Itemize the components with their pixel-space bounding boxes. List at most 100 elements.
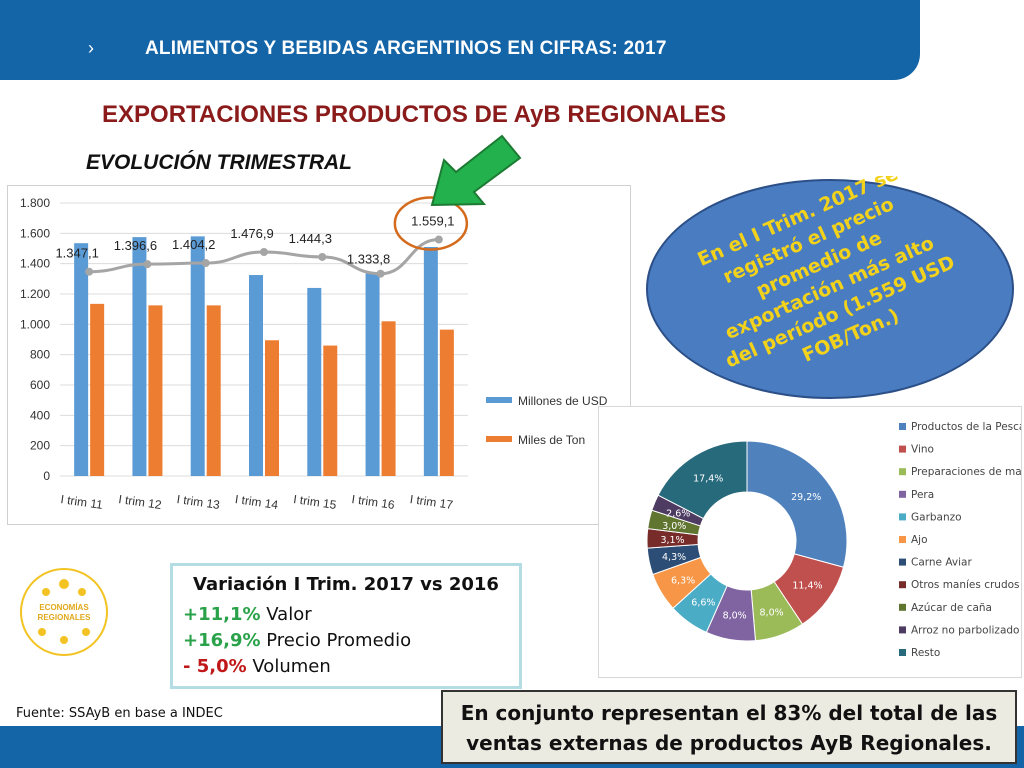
data-label: 1.333,8 bbox=[347, 252, 390, 267]
bar-chart-frame: 0 200 400 600 800 1.000 1.200 1.400 1.600 1.800 I … bbox=[7, 185, 631, 525]
slice-label: 3,1% bbox=[660, 535, 684, 546]
legend-label: Resto bbox=[911, 647, 940, 659]
data-label: 1.476,9 bbox=[230, 226, 273, 241]
legend-swatch bbox=[899, 603, 906, 611]
economias-regionales-logo: ECONOMÍAS REGIONALES bbox=[20, 568, 108, 656]
slice-label: 8,0% bbox=[723, 610, 747, 621]
x-tick-label: I trim 16 bbox=[351, 492, 396, 512]
variation-value: +11,1% bbox=[183, 604, 261, 625]
arrow-icon bbox=[430, 134, 522, 207]
slice-label: 2,6% bbox=[666, 508, 690, 519]
data-label: 1.396,6 bbox=[114, 238, 157, 253]
legend-swatch-ton bbox=[486, 436, 512, 442]
x-tick-label: I trim 15 bbox=[292, 492, 337, 512]
summary-box: En conjunto representan el 83% del total… bbox=[441, 690, 1017, 764]
x-tick-label: I trim 12 bbox=[118, 492, 163, 512]
price-point bbox=[318, 252, 327, 261]
slice-label: 17,4% bbox=[693, 473, 723, 484]
bar-ton bbox=[323, 345, 338, 476]
y-tick-label: 200 bbox=[30, 439, 50, 453]
donut-chart: 29,2% 11,4% 8,0% 8,0% 6,6% 6,3% 4,3% 3,1% 3,0% 2,… bbox=[646, 421, 1024, 659]
bar-ton bbox=[439, 329, 454, 476]
legend-swatch-usd bbox=[486, 397, 512, 403]
legend-label: Otros maníes crudos bbox=[911, 579, 1020, 591]
legend-label: Millones de USD bbox=[518, 394, 608, 408]
legend-swatch bbox=[899, 468, 906, 476]
bar-usd bbox=[249, 275, 263, 476]
variation-value: +16,9% bbox=[183, 630, 261, 651]
variation-value: - 5,0% bbox=[183, 656, 247, 677]
logo-text: ECONOMÍAS bbox=[39, 603, 89, 612]
bar-ton bbox=[90, 303, 105, 476]
bar-ton bbox=[265, 340, 279, 476]
header-title: ALIMENTOS Y BEBIDAS ARGENTINOS EN CIFRAS… bbox=[145, 38, 667, 59]
y-tick-label: 1.200 bbox=[20, 287, 50, 301]
legend-label: Pera bbox=[911, 489, 934, 501]
sub-title: EVOLUCIÓN TRIMESTRAL bbox=[86, 151, 352, 174]
variation-label: Volumen bbox=[246, 656, 331, 677]
bar-ton bbox=[148, 305, 163, 476]
bar-ton bbox=[381, 321, 396, 476]
summary-line: ventas externas de productos AyB Regiona… bbox=[466, 731, 992, 755]
y-tick-label: 400 bbox=[30, 408, 50, 422]
data-label: 1.559,1 bbox=[411, 214, 454, 229]
legend-label: Vino bbox=[911, 444, 934, 456]
x-tick-label: I trim 14 bbox=[234, 492, 279, 512]
price-point bbox=[434, 235, 443, 244]
legend-swatch bbox=[899, 513, 906, 521]
legend-swatch bbox=[899, 581, 906, 589]
legend-swatch bbox=[899, 626, 906, 634]
variation-price-line: +16,9% Precio Promedio bbox=[183, 630, 411, 651]
donut-chart-frame: 29,2% 11,4% 8,0% 8,0% 6,6% 6,3% 4,3% 3,1% 3,0% 2,… bbox=[598, 406, 1024, 678]
y-tick-label: 1.000 bbox=[20, 317, 50, 331]
slice-label: 8,0% bbox=[760, 607, 784, 618]
y-tick-label: 0 bbox=[43, 469, 50, 483]
legend-label: Miles de Ton bbox=[518, 433, 585, 447]
legend-swatch bbox=[899, 536, 906, 543]
source-note: Fuente: SSAyB en base a INDEC bbox=[16, 706, 223, 721]
variation-label: Valor bbox=[260, 604, 312, 625]
variation-label: Precio Promedio bbox=[260, 630, 412, 651]
price-point bbox=[85, 267, 94, 276]
variation-box: Variación I Trim. 2017 vs 2016 +11,1% Va… bbox=[170, 563, 522, 689]
donut-slice bbox=[657, 440, 748, 520]
legend-swatch bbox=[899, 558, 906, 566]
variation-volume-line: - 5,0% Volumen bbox=[183, 656, 331, 677]
data-label: 1.404,2 bbox=[172, 237, 215, 252]
x-tick-label: I trim 17 bbox=[409, 492, 454, 512]
bar-usd bbox=[423, 246, 438, 476]
bar-usd bbox=[74, 243, 89, 476]
bar-usd bbox=[365, 272, 380, 476]
logo-text: REGIONALES bbox=[38, 613, 92, 622]
variation-title: Variación I Trim. 2017 vs 2016 bbox=[193, 574, 499, 595]
legend-swatch bbox=[899, 445, 906, 453]
price-point bbox=[260, 248, 268, 257]
slice-label: 6,3% bbox=[671, 575, 695, 586]
legend-label: Garbanzo bbox=[911, 511, 962, 523]
y-tick-label: 1.600 bbox=[20, 226, 50, 240]
slice-label: 6,6% bbox=[691, 597, 715, 608]
price-point bbox=[376, 269, 385, 278]
y-tick-label: 600 bbox=[30, 378, 50, 392]
legend-label: Preparaciones de maní bbox=[911, 466, 1021, 478]
bar-chart: 0 200 400 600 800 1.000 1.200 1.400 1.600 1.800 I … bbox=[20, 196, 608, 512]
legend-label: Arroz no parbolizado bbox=[911, 624, 1019, 636]
bar-usd bbox=[132, 237, 147, 476]
y-tick-label: 1.400 bbox=[20, 257, 50, 271]
legend-swatch bbox=[899, 490, 906, 498]
slice-label: 4,3% bbox=[662, 552, 686, 563]
callout-ellipse: En el I Trim. 2017 se registró el precio… bbox=[646, 176, 1014, 399]
main-title: EXPORTACIONES PRODUCTOS DE AyB REGIONALE… bbox=[102, 101, 727, 128]
legend-label: Productos de la Pesca bbox=[911, 421, 1021, 433]
x-tick-label: I trim 13 bbox=[176, 492, 221, 512]
slice-label: 3,0% bbox=[662, 521, 686, 532]
slice-label: 29,2% bbox=[791, 492, 821, 503]
bar-usd bbox=[190, 236, 205, 476]
highlight-circle bbox=[393, 196, 469, 251]
bar-usd bbox=[307, 287, 322, 476]
legend-label: Carne Aviar bbox=[911, 557, 972, 569]
variation-value-line: +11,1% Valor bbox=[183, 604, 312, 625]
donut-slice bbox=[746, 440, 848, 568]
y-tick-label: 1.800 bbox=[20, 196, 50, 210]
data-label: 1.444,3 bbox=[289, 231, 332, 246]
